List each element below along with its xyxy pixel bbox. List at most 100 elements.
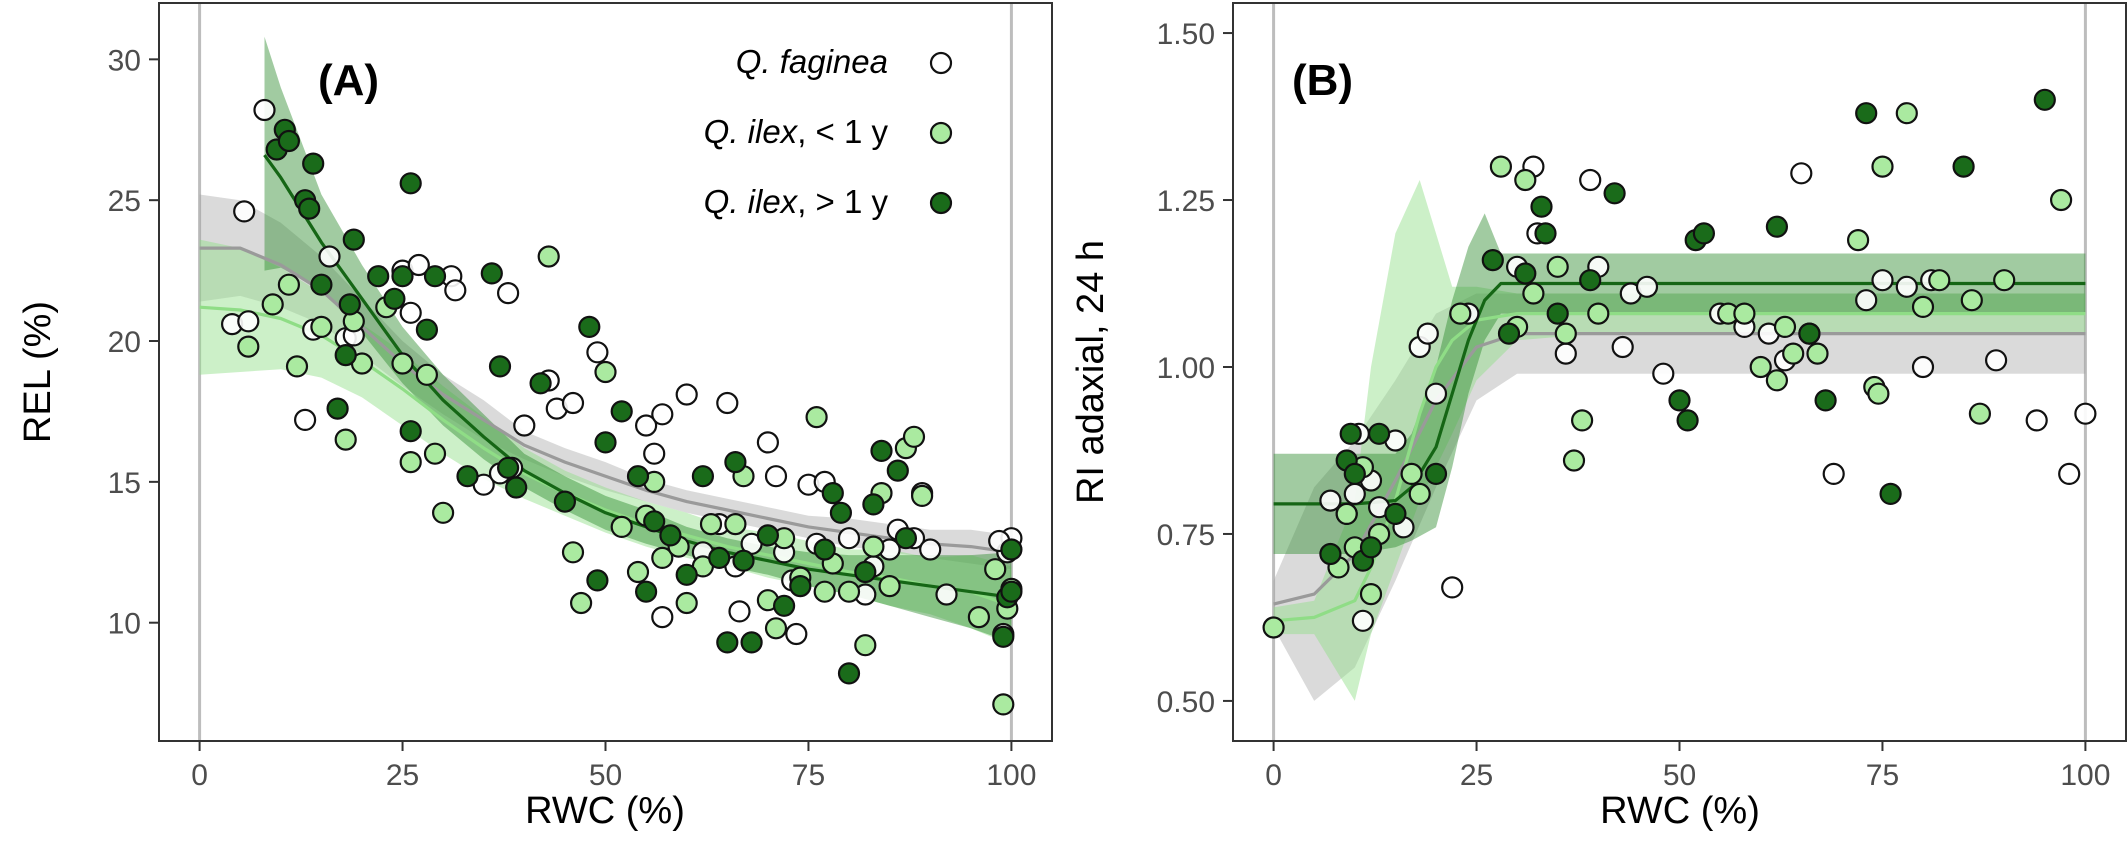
panel-b-point-ilex_old — [1367, 422, 1391, 445]
panel-a: 0 25 50 75 100 10 15 20 25 30 (A) RWC (%) REL (%)… — [17, 2, 1053, 832]
panel-a-point-ilex_old — [992, 625, 1015, 648]
panel-a-point-ilex_old — [675, 563, 698, 586]
panel-b-point-ilex_young — [1749, 355, 1772, 379]
panel-a-point-ilex_old — [1000, 538, 1023, 561]
panel-a-point-faginea — [237, 310, 260, 333]
panel-a-y-tick-label: 25 — [108, 185, 141, 218]
panel-a-band-faginea — [199, 194, 1012, 570]
panel-a-point-ilex_young — [813, 580, 836, 603]
panel-a-y-axis-title: REL (%) — [17, 301, 59, 443]
panel-a-point-ilex_old — [423, 265, 447, 288]
panel-b-point-ilex_young — [1489, 155, 1513, 178]
panel-a-point-ilex_young — [984, 558, 1007, 581]
panel-b-point-ilex_old — [1676, 409, 1699, 432]
panel-a-point-ilex_young — [651, 546, 674, 570]
panel-b-point-ilex_young — [1782, 342, 1805, 365]
panel-a-point-ilex_old — [756, 524, 780, 547]
panel-a-point-ilex_old — [716, 631, 739, 654]
panel-b-point-ilex_old — [1424, 462, 1448, 485]
legend-species-ilex-young: Q. ilex — [704, 113, 799, 150]
panel-a-point-ilex_young — [626, 560, 650, 584]
panel-b-point-ilex_young — [1335, 502, 1358, 526]
panel-a-point-faginea — [643, 442, 666, 465]
panel-a-point-ilex_old — [302, 152, 325, 175]
panel-b-point-faginea — [2074, 402, 2097, 425]
panel-b-point-ilex_old — [1692, 222, 1716, 245]
panel-b-point-ilex_old — [1814, 389, 1837, 412]
panel-b-point-ilex_young — [1773, 315, 1797, 338]
panel-b-x-axis-title: RWC (%) — [1600, 790, 1760, 832]
panel-a-point-faginea — [756, 431, 780, 454]
panel-b-point-faginea — [1554, 342, 1577, 365]
legend-swatch-ilex-young — [929, 121, 953, 145]
panel-a-point-ilex_old — [837, 662, 861, 685]
panel-b-point-faginea — [1343, 482, 1366, 505]
panel-a-point-ilex_old — [626, 465, 650, 488]
panel-b-point-ilex_old — [1855, 102, 1878, 125]
panel-a-point-faginea — [837, 527, 861, 550]
panel-b-point-faginea — [2058, 462, 2081, 485]
panel-a-y-tick-label: 10 — [108, 608, 141, 641]
panel-a-point-ilex_old — [610, 400, 633, 423]
panel-a-point-ilex_old — [456, 465, 479, 488]
panel-a-point-ilex_young — [967, 605, 991, 629]
panel-a-point-ilex_young — [878, 574, 901, 598]
panel-b-frame — [1232, 2, 2127, 742]
panel-b-point-ilex_old — [1359, 536, 1383, 559]
panel-a-point-ilex_old — [578, 315, 601, 338]
panel-a-y-tick-label: 20 — [108, 326, 141, 359]
panel-b-point-faginea — [1579, 168, 1602, 192]
panel-a-x-axis-title: RWC (%) — [525, 790, 685, 832]
panel-a-point-ilex_old — [342, 228, 365, 251]
panel-a-point-faginea — [399, 301, 422, 324]
panel-b-point-faginea — [1319, 489, 1342, 512]
panel-b-point-ilex_old — [1546, 302, 1569, 325]
panel-b-point-ilex_young — [1522, 282, 1545, 305]
panel-b-point-ilex_old — [1798, 322, 1821, 345]
panel-b-point-ilex_old — [1879, 482, 1902, 505]
panel-a-point-faginea — [497, 282, 520, 305]
panel-a-point-ilex_old — [732, 549, 755, 572]
panel-a-point-ilex_old — [415, 318, 438, 341]
panel-a-ticks — [149, 58, 1013, 751]
panel-a-point-ilex_old — [586, 569, 609, 592]
panel-a-point-ilex_young — [277, 273, 300, 296]
panel-a-point-ilex_old — [383, 287, 406, 310]
panel-b-ticks — [1223, 32, 2087, 751]
panel-b-point-ilex_young — [1262, 616, 1285, 639]
panel-b-point-ilex_old — [1343, 462, 1366, 485]
panel-a-point-ilex_old — [326, 397, 349, 420]
panel-b-point-faginea — [1441, 576, 1464, 599]
panel-b-point-ilex_young — [1867, 382, 1890, 405]
panel-a-point-ilex_old — [854, 560, 877, 584]
panel-b-fit-line-ilex_old — [1273, 281, 2086, 506]
panel-b-point-faginea — [1790, 162, 1813, 185]
panel-b-point-ilex_old — [1514, 262, 1537, 285]
panel-b-point-ilex_young — [1765, 369, 1789, 392]
panel-b-y-axis-title: RI adaxial, 24 h — [1070, 240, 1112, 504]
panel-b-point-ilex_young — [1846, 229, 1870, 252]
panel-a-x-tick-label: 50 — [589, 759, 622, 792]
panel-b-point-ilex_young — [1993, 269, 2016, 292]
panel-a-point-faginea — [513, 414, 536, 437]
panel-b-point-ilex_old — [1668, 389, 1691, 412]
panel-a-point-ilex_old — [740, 631, 763, 654]
panel-a-point-ilex_young — [261, 293, 284, 316]
panel-b-points — [1262, 88, 2097, 639]
panel-b-point-ilex_young — [1928, 269, 1951, 292]
panel-a-point-ilex_old — [553, 490, 577, 513]
panel-b-label: (B) — [1292, 56, 1353, 105]
panel-a-point-faginea — [634, 414, 658, 437]
panel-a-point-ilex_young — [537, 245, 560, 268]
panel-a-point-faginea — [716, 391, 739, 415]
panel-a-x-tick-label: 100 — [986, 759, 1036, 792]
panel-a-point-ilex_young — [862, 535, 885, 558]
legend: Q. faginea Q. ilex, < 1 y Q. ilex, > 1 y — [704, 43, 953, 220]
panel-b-point-ilex_old — [1384, 502, 1407, 526]
panel-a-x-tick-label: 25 — [386, 759, 419, 792]
panel-b-point-ilex_young — [1408, 482, 1431, 505]
legend-species-ilex-old: Q. ilex — [704, 183, 799, 220]
panel-a-point-ilex_old — [691, 465, 715, 488]
panel-b-point-ilex_old — [1530, 195, 1553, 218]
panel-a-point-ilex_old — [399, 420, 422, 443]
